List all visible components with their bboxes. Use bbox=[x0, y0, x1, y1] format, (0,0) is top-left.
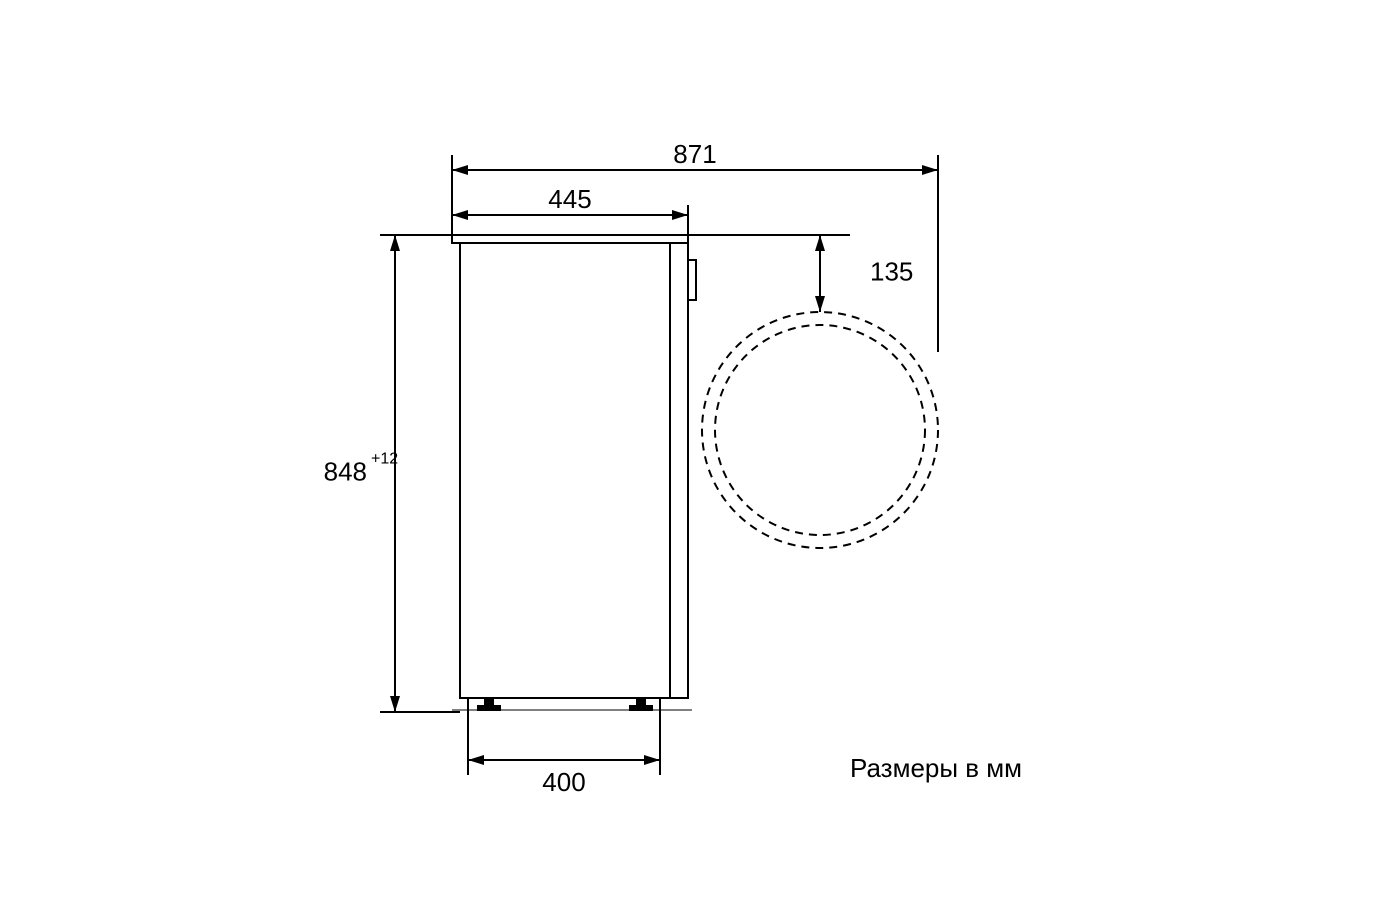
dimension-drawing: 871 445 135 848+12 400 Размеры в мм bbox=[0, 0, 1400, 900]
dim-400: 400 bbox=[542, 767, 585, 797]
dim-871: 871 bbox=[673, 139, 716, 169]
dim-135: 135 bbox=[870, 256, 913, 286]
dim-848-tol: +12 bbox=[371, 451, 398, 468]
caption-units: Размеры в мм bbox=[850, 753, 1022, 783]
dim-445: 445 bbox=[548, 184, 591, 214]
dim-848: 848 bbox=[324, 456, 367, 486]
